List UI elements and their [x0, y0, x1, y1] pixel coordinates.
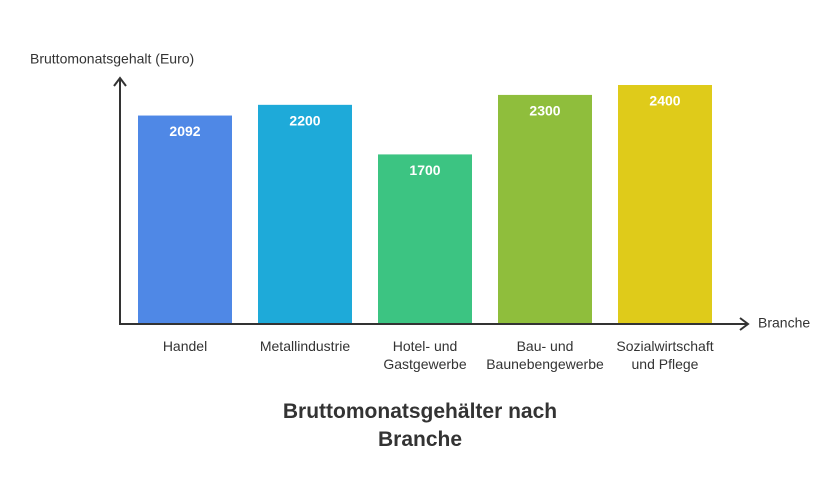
- value-label: 2092: [169, 123, 200, 139]
- bar: [258, 104, 352, 323]
- x-tick-label: Sozialwirtschaft und Pflege: [616, 338, 714, 372]
- chart-title: Bruttomonatsgehälter nach Branche: [282, 400, 558, 451]
- value-label: 1700: [409, 162, 440, 178]
- x-tick-label: Metallindustrie: [259, 338, 351, 354]
- bar: [498, 94, 592, 324]
- x-tick-label: Hotel- und Gastgewerbe: [383, 338, 467, 372]
- bar: [618, 85, 712, 323]
- y-axis-label: Bruttomonatsgehalt (Euro): [30, 51, 194, 67]
- x-tick-label: Bau- und Baunebengewerbe: [486, 338, 604, 372]
- x-axis-arrow: [739, 317, 750, 331]
- x-tick-label: Handel: [162, 338, 208, 354]
- bar: [138, 115, 232, 323]
- bar: [378, 154, 472, 323]
- value-label: 2300: [529, 103, 560, 119]
- y-axis-arrow: [113, 76, 127, 87]
- value-label: 2400: [649, 93, 680, 109]
- x-axis-label: Branche: [758, 315, 810, 331]
- value-label: 2200: [289, 113, 320, 129]
